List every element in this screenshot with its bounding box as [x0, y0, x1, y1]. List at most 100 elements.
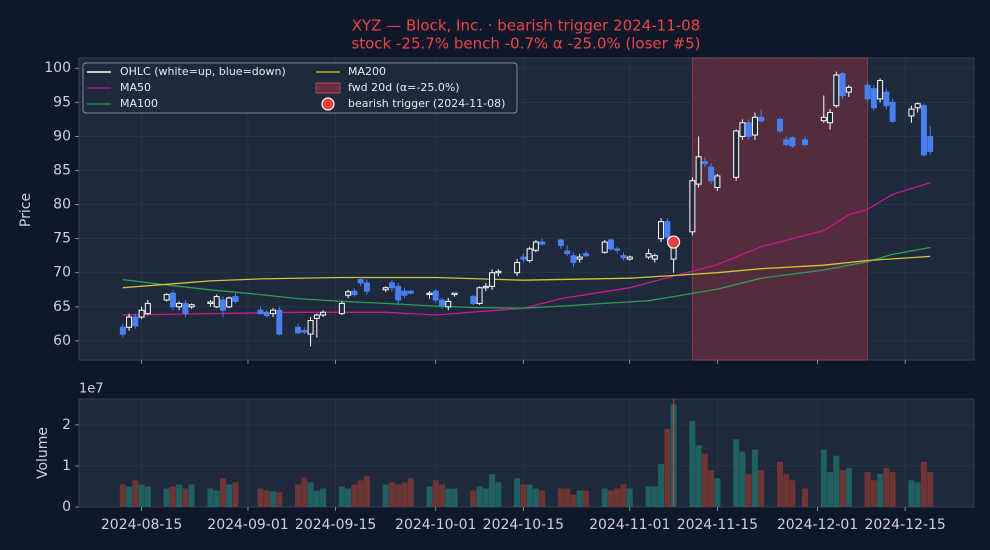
volume-bar — [363, 476, 370, 507]
candle-body — [789, 137, 796, 147]
volume-bar — [126, 486, 133, 507]
candle-body — [664, 221, 671, 238]
volume-bar — [626, 488, 633, 507]
candle-body — [363, 282, 370, 292]
candle-body — [658, 221, 665, 240]
candle-body — [126, 316, 133, 328]
legend-label: MA200 — [348, 65, 386, 78]
y-tick-label: 75 — [53, 231, 71, 247]
candle-body — [489, 272, 496, 287]
volume-bar — [701, 453, 708, 507]
volume-bar — [407, 478, 414, 507]
volume-bar — [495, 482, 502, 507]
x-tick-label: 2024-11-01 — [589, 517, 670, 533]
candle-body — [651, 255, 658, 260]
volume-bar — [614, 488, 621, 507]
volume-bar — [401, 482, 408, 507]
volume-bar — [138, 484, 145, 507]
candle-body — [557, 239, 564, 246]
candle-body — [802, 139, 809, 146]
candle-body — [176, 302, 183, 308]
x-tick-label: 2024-12-15 — [864, 517, 945, 533]
volume-bar — [789, 480, 796, 507]
candle-body — [119, 326, 126, 335]
volume-bar — [689, 420, 696, 507]
candle-body — [877, 79, 884, 100]
candle-body — [144, 302, 151, 315]
ma-line — [122, 255, 931, 289]
volume-bar — [395, 484, 402, 507]
candle-body — [445, 300, 452, 308]
candle-body — [219, 299, 226, 311]
legend: OHLC (white=up, blue=down) MA50 MA100 MA200… — [82, 62, 518, 114]
volume-bar — [320, 488, 327, 507]
volume-bar — [313, 490, 320, 507]
volume-bar — [439, 484, 446, 507]
candle-body — [338, 302, 345, 315]
candle-body — [514, 262, 521, 274]
candle-body — [188, 304, 195, 308]
volume-bar — [144, 486, 151, 507]
candle-body — [169, 292, 176, 308]
volume-bar — [802, 488, 809, 507]
candle-body — [395, 285, 402, 301]
candle-body — [889, 101, 896, 122]
candle-body — [407, 290, 414, 294]
volume-bar — [132, 480, 139, 507]
candle-body — [495, 270, 502, 274]
candle-body — [820, 116, 827, 122]
candle-body — [357, 279, 364, 284]
candle-body — [401, 290, 408, 296]
y-tick-label: 60 — [53, 333, 71, 349]
candle-body — [620, 255, 627, 259]
candle-body — [232, 296, 239, 302]
volume-bar — [864, 472, 871, 507]
volume-bar — [345, 488, 352, 507]
volume-bar — [432, 480, 439, 507]
candle-body — [270, 309, 277, 315]
candle-body — [301, 330, 308, 333]
candle-body — [833, 74, 840, 107]
volume-axis-label: Volume — [35, 427, 51, 479]
volume-bar — [557, 488, 564, 507]
candle-body — [758, 116, 765, 122]
volume-bar — [188, 484, 195, 507]
volume-bar — [889, 472, 896, 507]
candle-body — [382, 287, 389, 291]
volume-bar — [664, 428, 671, 507]
candle-body — [626, 256, 633, 260]
chart-title: XYZ — Block, Inc. · bearish trigger 2024… — [352, 17, 701, 35]
x-tick-label: 2024-10-15 — [483, 517, 564, 533]
candle-body — [482, 285, 489, 289]
candle-body — [570, 255, 577, 264]
candle-body — [739, 122, 746, 137]
ma-line — [122, 246, 931, 309]
chart-subtitle: stock -25.7% bench -0.7% α -25.0% (loser… — [351, 35, 700, 53]
y-tick-label: 65 — [53, 299, 71, 315]
candle-body — [607, 239, 614, 250]
candle-body — [451, 292, 458, 296]
volume-bar — [607, 490, 614, 507]
candle-body — [345, 291, 352, 296]
volume-bar — [751, 449, 758, 507]
volume-bar — [620, 484, 627, 507]
candle-body — [564, 250, 571, 255]
volume-bar — [570, 494, 577, 507]
candle-body — [388, 282, 395, 289]
candle-body — [701, 161, 708, 165]
x-tick-label: 2024-09-01 — [207, 517, 288, 533]
candle-body — [845, 86, 852, 93]
y-tick-label: 80 — [53, 197, 71, 213]
volume-bar — [733, 439, 740, 507]
volume-bar — [357, 480, 364, 507]
legend-label: OHLC (white=up, blue=down) — [120, 65, 286, 78]
candle-body — [470, 296, 477, 304]
candle-body — [714, 175, 721, 189]
volume-bar — [539, 490, 546, 507]
volume-bar — [301, 477, 308, 507]
candle-body — [276, 309, 283, 335]
candle-body — [439, 299, 446, 306]
y-tick-label: 100 — [44, 60, 71, 76]
candle-body — [927, 135, 934, 152]
candle-body — [827, 112, 834, 124]
